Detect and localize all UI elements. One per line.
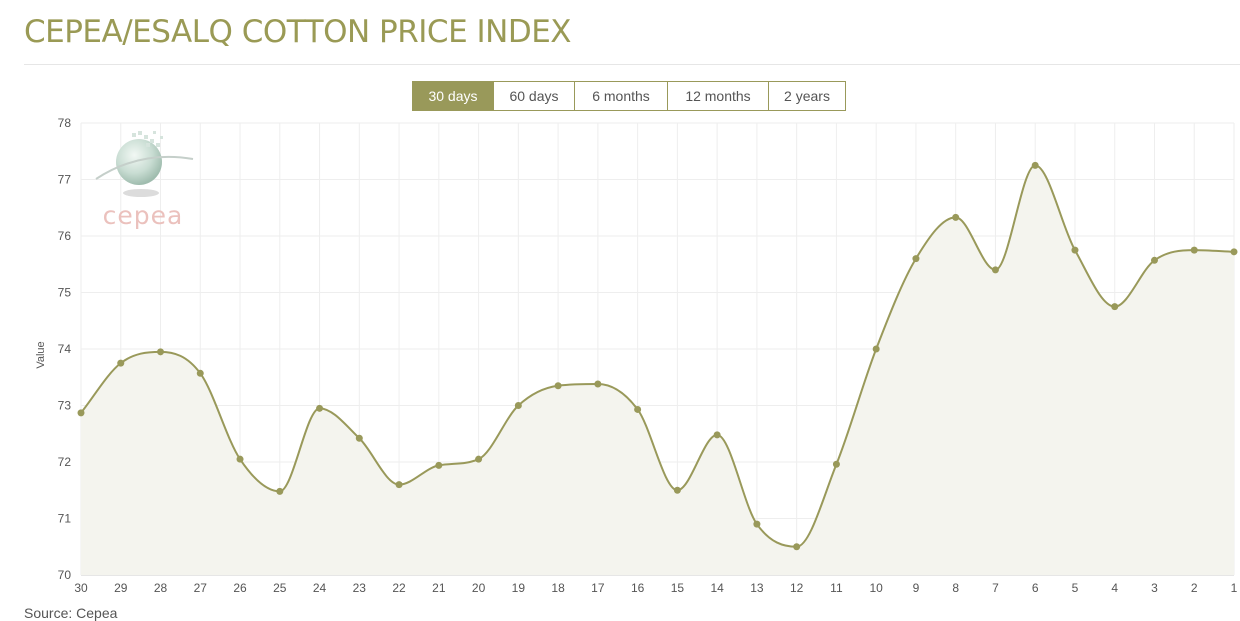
x-tick-label: 2 [1191, 581, 1198, 595]
x-tick-label: 6 [1032, 581, 1039, 595]
data-point-22[interactable] [395, 481, 403, 489]
x-tick-label: 18 [551, 581, 565, 595]
y-tick-label: 72 [58, 455, 72, 469]
source-note: Source: Cepea [24, 605, 118, 621]
data-point-20[interactable] [475, 455, 483, 463]
data-point-12[interactable] [793, 543, 801, 551]
data-point-9[interactable] [912, 255, 920, 263]
x-tick-label: 1 [1231, 581, 1238, 595]
data-point-21[interactable] [435, 461, 443, 469]
data-point-4[interactable] [1111, 303, 1119, 311]
y-tick-label: 78 [58, 116, 72, 130]
data-point-2[interactable] [1190, 246, 1198, 254]
y-axis-ticks: 70 71 72 73 74 75 76 77 78 [58, 116, 72, 582]
data-point-17[interactable] [594, 380, 602, 388]
x-tick-label: 29 [114, 581, 128, 595]
title-divider [24, 64, 1240, 65]
range-button-60-days[interactable]: 60 days [493, 82, 574, 110]
x-tick-label: 17 [591, 581, 605, 595]
x-tick-label: 4 [1111, 581, 1118, 595]
x-tick-label: 15 [671, 581, 685, 595]
x-tick-label: 27 [194, 581, 208, 595]
page-title: CEPEA/ESALQ COTTON PRICE INDEX [24, 14, 572, 50]
x-tick-label: 14 [710, 581, 724, 595]
x-tick-label: 13 [750, 581, 764, 595]
x-tick-label: 3 [1151, 581, 1158, 595]
y-tick-label: 70 [58, 568, 72, 582]
data-point-19[interactable] [514, 402, 522, 409]
x-tick-label: 8 [952, 581, 959, 595]
x-tick-label: 20 [472, 581, 486, 595]
x-tick-label: 25 [273, 581, 287, 595]
range-button-30-days[interactable]: 30 days [413, 82, 493, 110]
data-point-25[interactable] [276, 487, 284, 495]
x-tick-label: 24 [313, 581, 327, 595]
data-point-7[interactable] [991, 266, 999, 274]
data-point-14[interactable] [713, 431, 721, 439]
series-area-fill [81, 165, 1234, 575]
x-tick-label: 5 [1072, 581, 1079, 595]
cepea-globe-icon [95, 131, 194, 197]
y-tick-label: 75 [58, 286, 72, 300]
data-point-5[interactable] [1071, 246, 1079, 254]
data-point-23[interactable] [355, 434, 363, 442]
y-tick-label: 71 [58, 512, 72, 526]
data-point-11[interactable] [832, 460, 840, 468]
x-tick-label: 10 [869, 581, 883, 595]
series-points [77, 161, 1238, 551]
x-tick-label: 16 [631, 581, 645, 595]
data-point-6[interactable] [1031, 161, 1039, 169]
x-tick-label: 12 [790, 581, 804, 595]
data-point-16[interactable] [634, 405, 642, 413]
cepea-watermark: cepea [95, 131, 194, 230]
data-point-3[interactable] [1150, 256, 1158, 264]
y-axis-label: Value [35, 341, 47, 368]
y-tick-label: 73 [58, 399, 72, 413]
range-button-6-months[interactable]: 6 months [574, 82, 667, 110]
data-point-13[interactable] [753, 520, 761, 528]
data-point-28[interactable] [157, 348, 165, 356]
y-tick-label: 76 [58, 229, 72, 243]
range-button-2-years[interactable]: 2 years [768, 82, 845, 110]
data-point-26[interactable] [236, 455, 244, 463]
y-tick-label: 77 [58, 173, 72, 187]
x-tick-label: 11 [830, 581, 843, 595]
data-point-29[interactable] [117, 359, 125, 367]
y-tick-label: 74 [58, 342, 72, 356]
x-axis-ticks: 30 29 28 27 26 25 24 23 22 21 20 19 18 17 16 15 14 13 12 11… [74, 581, 1237, 595]
data-point-10[interactable] [872, 345, 880, 353]
x-tick-label: 9 [913, 581, 920, 595]
x-tick-label: 23 [353, 581, 367, 595]
x-tick-label: 19 [512, 581, 526, 595]
data-point-27[interactable] [196, 369, 204, 377]
x-tick-label: 28 [154, 581, 168, 595]
data-point-24[interactable] [316, 404, 324, 412]
data-point-30[interactable] [77, 409, 85, 417]
time-range-selector: 30 days 60 days 6 months 12 months 2 yea… [412, 81, 846, 111]
data-point-8[interactable] [952, 213, 960, 221]
data-point-15[interactable] [673, 486, 681, 494]
x-tick-label: 21 [432, 581, 446, 595]
x-tick-label: 26 [233, 581, 247, 595]
data-point-1[interactable] [1230, 248, 1238, 256]
x-tick-label: 22 [392, 581, 406, 595]
data-point-18[interactable] [554, 382, 562, 390]
x-tick-label: 30 [74, 581, 88, 595]
cepea-watermark-text: cepea [103, 201, 184, 230]
x-tick-label: 7 [992, 581, 999, 595]
range-button-12-months[interactable]: 12 months [667, 82, 768, 110]
